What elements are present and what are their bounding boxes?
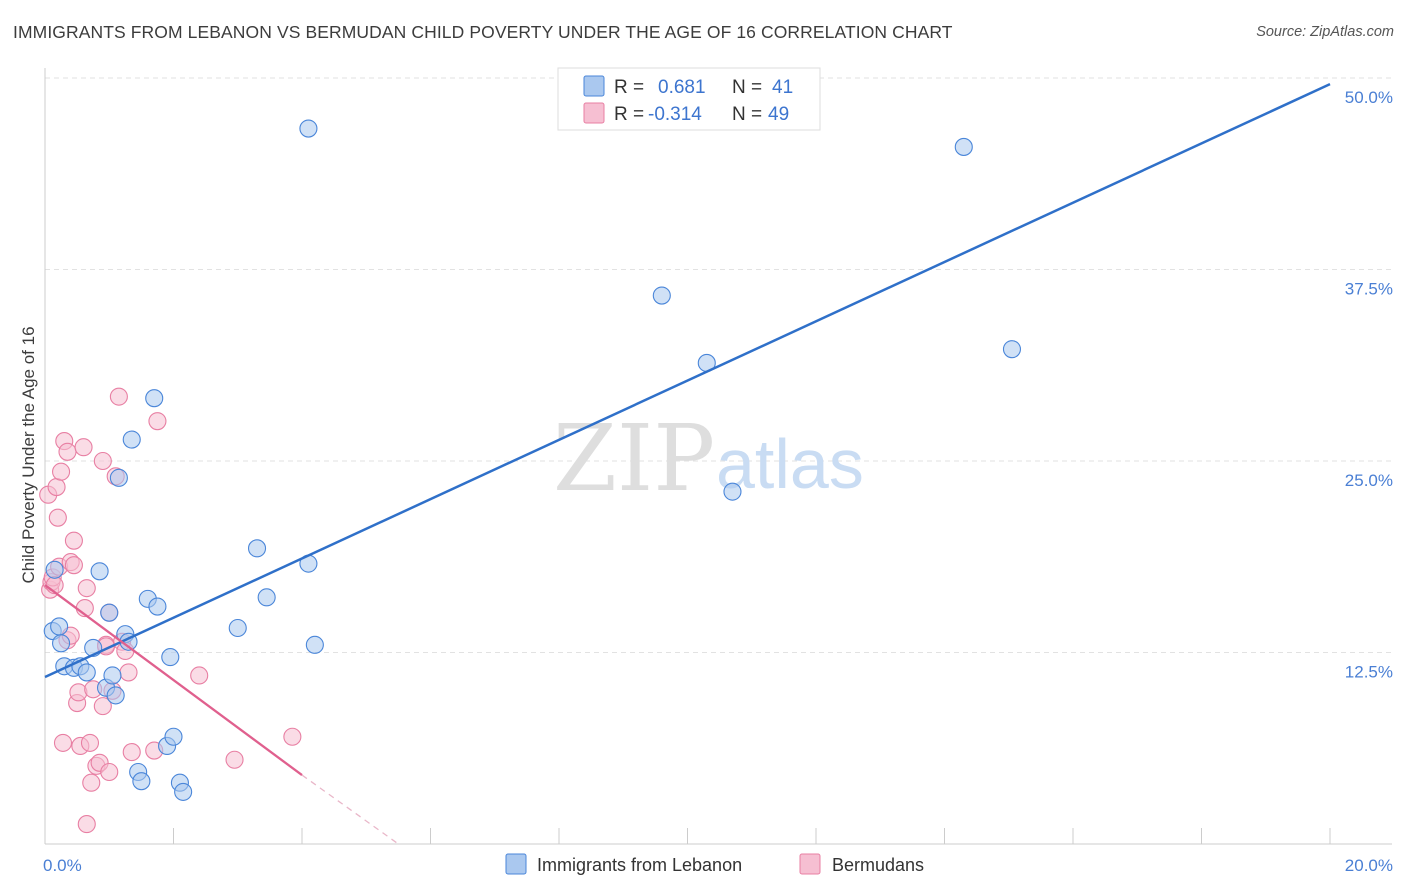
- lebanon-point: [122, 430, 141, 449]
- legend-n-label-2: N =: [732, 104, 762, 125]
- legend-n-label-1: N =: [732, 77, 762, 98]
- x-tick-label: 0.0%: [43, 856, 82, 875]
- legend-swatch-pink: [583, 102, 605, 124]
- bermudans-point: [52, 462, 71, 481]
- y-tick-labels: 12.5% 25.0% 37.5% 50.0%: [1345, 88, 1393, 682]
- legend-n-value-2: 49: [768, 104, 789, 125]
- lebanon-point: [299, 119, 318, 138]
- bermudans-point: [53, 733, 73, 752]
- legend-r-value-2: -0.314: [648, 104, 702, 125]
- lebanon-point: [247, 539, 267, 558]
- legend-bottom-swatch-blue: [505, 853, 527, 875]
- bermudans-point: [93, 451, 112, 471]
- y-tick-label: 37.5%: [1345, 280, 1393, 299]
- bermudans-point: [47, 477, 66, 497]
- lebanon-trend-line: [44, 82, 1331, 679]
- lebanon-point: [305, 635, 324, 654]
- bermudans-trend-line: [44, 584, 303, 776]
- bermudans-point: [225, 750, 244, 769]
- bermudans-point: [77, 815, 96, 834]
- lebanon-point: [652, 286, 671, 305]
- legend-r-label-1: R =: [614, 77, 644, 98]
- lebanon-point: [723, 482, 742, 501]
- lebanon-point: [132, 772, 151, 791]
- lebanon-point: [77, 663, 96, 682]
- lebanon-point: [174, 782, 193, 801]
- bermudans-point: [58, 442, 77, 461]
- bermudans-point: [77, 579, 96, 598]
- lebanon-point: [164, 727, 183, 746]
- correlation-legend: R = 0.681 N = 41 R = -0.314 N = 49: [557, 67, 821, 131]
- bermudans-point: [74, 438, 93, 457]
- y-axis-label: Child Poverty Under the Age of 16: [19, 326, 38, 583]
- bermudans-point: [190, 666, 209, 685]
- bermudans-point: [122, 743, 141, 762]
- bermudans-point: [69, 683, 88, 702]
- watermark-zip: ZIP: [553, 405, 715, 512]
- lebanon-point: [148, 597, 167, 616]
- lebanon-point: [50, 617, 69, 636]
- lebanon-point: [103, 666, 122, 685]
- y-tick-label: 12.5%: [1345, 663, 1393, 682]
- bermudans-point: [82, 773, 101, 792]
- bermudans-point: [109, 387, 128, 406]
- trend-lines: [44, 82, 1331, 845]
- chart-title: IMMIGRANTS FROM LEBANON VS BERMUDAN CHIL…: [13, 22, 953, 42]
- bermudans-point: [48, 508, 67, 527]
- legend-n-value-1: 41: [772, 77, 793, 98]
- lebanon-point: [161, 648, 180, 667]
- x-tick-labels: 0.0% 20.0%: [43, 856, 1393, 875]
- bermudans-point: [64, 531, 83, 550]
- lebanon-point: [954, 137, 973, 156]
- bermudans-point: [93, 697, 112, 716]
- lebanon-point: [228, 618, 247, 638]
- lebanon-point: [45, 560, 64, 579]
- source-label: Source: ZipAtlas.com: [1256, 24, 1394, 40]
- legend-r-value-1: 0.681: [658, 77, 706, 98]
- lebanon-points: [43, 119, 1022, 801]
- lebanon-point: [100, 603, 119, 622]
- legend-r-label-2: R =: [614, 104, 644, 125]
- x-tick-label: 20.0%: [1345, 856, 1393, 875]
- series-legend: Immigrants from Lebanon Bermudans: [505, 853, 924, 875]
- legend-swatch-blue: [583, 75, 605, 97]
- bermudans-point: [148, 412, 167, 431]
- bermudans-point: [100, 762, 119, 782]
- legend-bottom-swatch-pink: [799, 853, 821, 875]
- y-tick-label: 25.0%: [1345, 471, 1393, 490]
- bermudans-point: [119, 663, 138, 682]
- bermudans-trend-extension: [301, 774, 399, 845]
- lebanon-point: [1002, 340, 1022, 359]
- lebanon-point: [106, 686, 125, 705]
- lebanon-point: [109, 468, 128, 487]
- legend-bottom-label-lebanon: Immigrants from Lebanon: [537, 855, 742, 875]
- y-tick-label: 50.0%: [1345, 88, 1393, 107]
- lebanon-point: [90, 562, 109, 581]
- bermudans-point: [283, 727, 302, 746]
- watermark: ZIP atlas: [553, 405, 864, 512]
- lebanon-point: [257, 588, 276, 607]
- axes: [44, 68, 1392, 845]
- bermudans-point: [80, 733, 100, 752]
- legend-bottom-label-bermudans: Bermudans: [832, 855, 924, 875]
- bermudans-point: [64, 556, 83, 575]
- lebanon-point: [145, 389, 164, 408]
- lebanon-point: [52, 634, 71, 653]
